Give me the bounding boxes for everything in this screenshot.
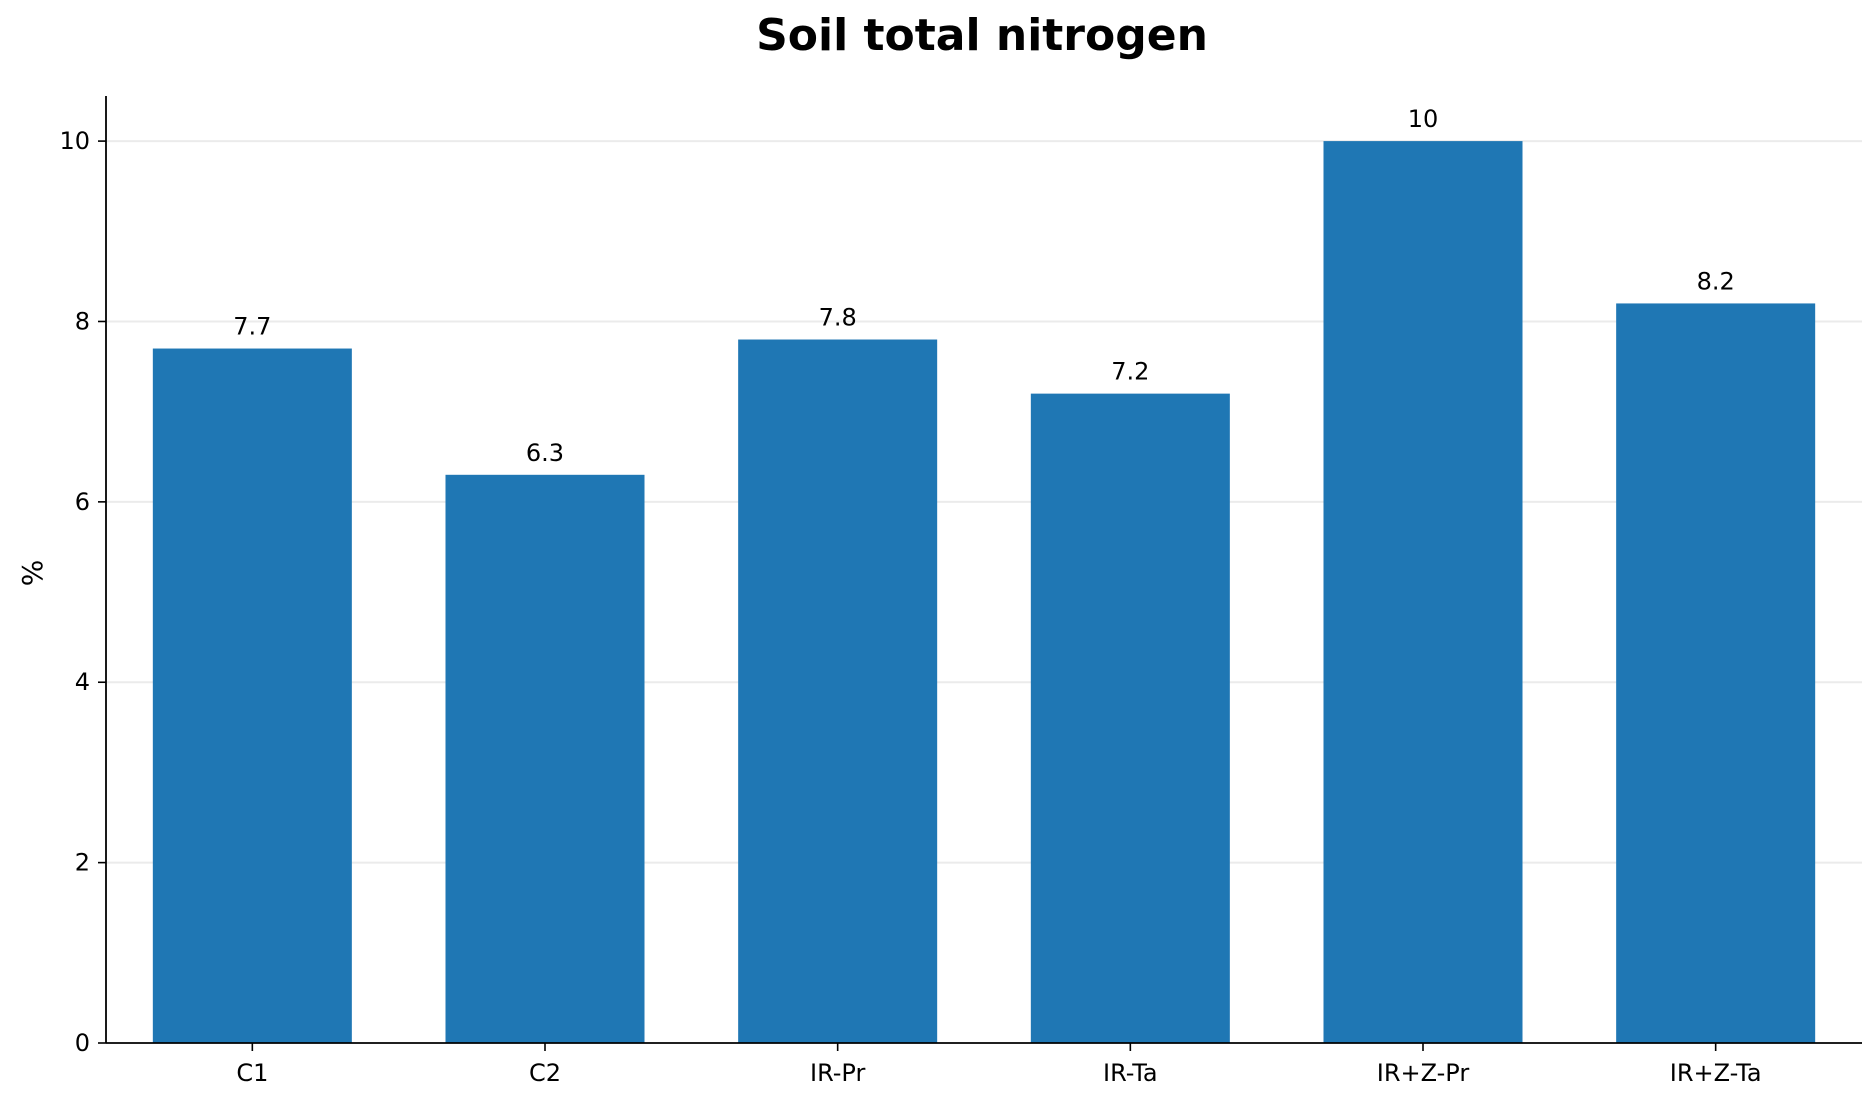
data-label: 7.2 (1111, 358, 1149, 386)
x-tick-label: IR+Z-Pr (1377, 1059, 1470, 1087)
axes (105, 96, 1862, 1044)
y-tick-label: 4 (75, 668, 90, 696)
bar-ir-z-ta (1616, 303, 1816, 1043)
y-tick-label: 0 (75, 1029, 90, 1057)
x-tick-label: IR-Pr (810, 1059, 865, 1087)
y-tick-label: 10 (59, 127, 90, 155)
y-tick-label: 6 (75, 488, 90, 516)
data-labels: 7.7 6.3 7.8 7.2 10 8.2 (233, 105, 1735, 467)
y-tick-label: 2 (75, 849, 90, 877)
x-ticks: C1 C2 IR-Pr IR-Ta IR+Z-Pr IR+Z-Ta (236, 1043, 1762, 1087)
bar-c2 (445, 474, 645, 1043)
bar-c1 (152, 348, 352, 1043)
bar-ir-pr (738, 339, 938, 1043)
bar-ir-ta (1030, 393, 1230, 1044)
bar-ir-z-pr (1323, 141, 1523, 1044)
data-label: 10 (1408, 105, 1439, 133)
y-tick-label: 8 (75, 307, 90, 335)
gridlines (106, 140, 1862, 864)
x-tick-label: IR+Z-Ta (1670, 1059, 1762, 1087)
x-tick-label: C2 (529, 1059, 561, 1087)
x-tick-label: C1 (236, 1059, 268, 1087)
y-ticks: 0 2 4 6 8 10 (59, 127, 106, 1057)
data-label: 8.2 (1697, 267, 1735, 295)
bars (152, 141, 1816, 1044)
data-label: 7.7 (233, 313, 271, 341)
data-label: 6.3 (526, 439, 564, 467)
chart-title: Soil total nitrogen (756, 10, 1208, 61)
data-label: 7.8 (819, 304, 857, 332)
y-axis-label: % (16, 560, 49, 587)
x-tick-label: IR-Ta (1103, 1059, 1158, 1087)
